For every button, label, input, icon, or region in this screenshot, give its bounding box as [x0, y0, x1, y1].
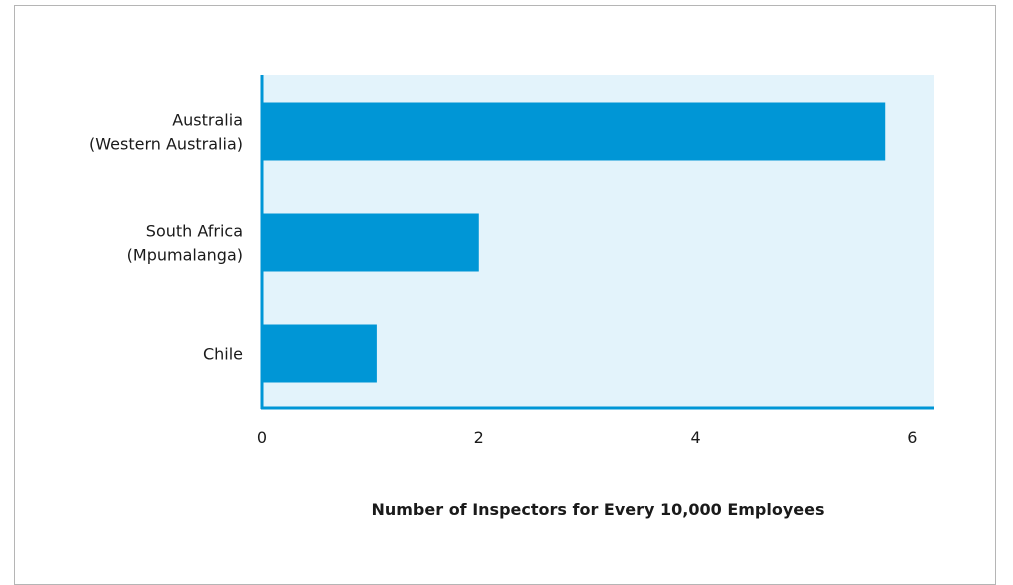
x-tick-label: 2 — [474, 428, 484, 447]
bar — [262, 102, 886, 161]
y-tick-label: Chile — [203, 345, 243, 364]
x-axis-title: Number of Inspectors for Every 10,000 Em… — [371, 500, 825, 519]
x-tick-label: 0 — [257, 428, 267, 447]
y-tick-label: (Mpumalanga) — [127, 246, 243, 265]
y-tick-label: South Africa — [146, 222, 243, 241]
bar — [262, 213, 479, 272]
bar — [262, 324, 377, 383]
y-tick-label: Australia — [172, 111, 243, 130]
x-tick-label: 4 — [690, 428, 700, 447]
y-tick-label: (Western Australia) — [89, 135, 243, 154]
x-tick-label: 6 — [907, 428, 917, 447]
